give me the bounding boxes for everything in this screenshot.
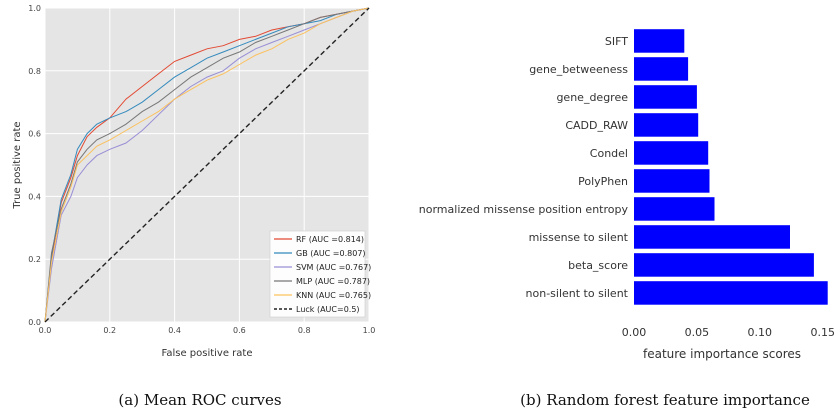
roc-y-tick-label: 1.0 bbox=[28, 4, 41, 13]
roc-series-lines bbox=[44, 7, 370, 323]
feature-x-tick-label: 0.15 bbox=[810, 326, 835, 339]
roc-legend: RF (AUC =0.814) GB (AUC =0.807) SVM (AUC… bbox=[269, 230, 371, 318]
feature-label: CADD_RAW bbox=[565, 119, 628, 132]
feature-bar bbox=[634, 169, 710, 193]
feature-bar bbox=[634, 281, 828, 305]
roc-series-line bbox=[44, 7, 370, 323]
feature-x-tick-label: 0.05 bbox=[685, 326, 710, 339]
roc-chart: 0.0 0.2 0.4 0.6 0.8 1.0 0.0 0.2 0.4 0.6 … bbox=[12, 4, 375, 359]
roc-x-tick-label: 0.4 bbox=[168, 326, 181, 335]
feature-label: Condel bbox=[590, 147, 628, 160]
roc-legend-swatches bbox=[274, 238, 292, 310]
feature-label: missense to silent bbox=[529, 231, 629, 244]
roc-y-tick-label: 0.8 bbox=[28, 67, 41, 76]
feature-x-tick-label: 0.00 bbox=[622, 326, 647, 339]
feature-bar bbox=[634, 29, 685, 53]
feature-bar bbox=[634, 85, 697, 109]
feature-label: gene_betweeness bbox=[529, 63, 628, 76]
feature-importance-chart: SIFT gene_betweeness gene_degree CADD_RA… bbox=[419, 29, 835, 361]
roc-legend-label: GB (AUC =0.807) bbox=[296, 249, 366, 258]
feature-label: gene_degree bbox=[556, 91, 628, 104]
feature-bar bbox=[634, 141, 709, 165]
roc-gridlines bbox=[44, 7, 370, 323]
feature-label: normalized missense position entropy bbox=[419, 203, 629, 216]
feature-bar bbox=[634, 225, 790, 249]
roc-legend-box bbox=[269, 230, 366, 318]
roc-legend-label: MLP (AUC =0.787) bbox=[296, 277, 370, 286]
roc-series-line bbox=[44, 7, 370, 323]
roc-x-tick-label: 0.6 bbox=[233, 326, 246, 335]
feature-bar bbox=[634, 197, 715, 221]
feature-x-axis-label: feature importance scores bbox=[643, 347, 801, 361]
roc-x-tick-label: 0.8 bbox=[298, 326, 311, 335]
feature-label: SIFT bbox=[605, 35, 628, 48]
roc-x-ticks: 0.0 0.2 0.4 0.6 0.8 1.0 bbox=[39, 326, 376, 335]
roc-legend-label: SVM (AUC =0.767) bbox=[296, 263, 371, 272]
feature-bars bbox=[634, 29, 828, 305]
feature-x-tick-label: 0.10 bbox=[748, 326, 773, 339]
caption-b: (b) Random forest feature importance bbox=[520, 391, 810, 409]
roc-y-tick-label: 0.6 bbox=[28, 130, 41, 139]
roc-y-tick-label: 0.2 bbox=[28, 255, 41, 264]
roc-series-line bbox=[44, 7, 370, 323]
feature-category-labels: SIFT gene_betweeness gene_degree CADD_RA… bbox=[419, 35, 629, 300]
roc-y-ticks: 0.0 0.2 0.4 0.6 0.8 1.0 bbox=[28, 4, 41, 327]
caption-a: (a) Mean ROC curves bbox=[118, 391, 281, 409]
feature-bar bbox=[634, 253, 814, 277]
roc-x-tick-label: 1.0 bbox=[363, 326, 376, 335]
roc-legend-label: KNN (AUC =0.765) bbox=[296, 291, 371, 300]
roc-x-tick-label: 0.2 bbox=[103, 326, 116, 335]
roc-x-axis-label: False positive rate bbox=[162, 348, 253, 359]
feature-bar bbox=[634, 113, 699, 137]
roc-legend-label: RF (AUC =0.814) bbox=[296, 235, 364, 244]
roc-legend-label: Luck (AUC=0.5) bbox=[296, 305, 360, 314]
roc-y-axis-label: True positive rate bbox=[12, 121, 23, 209]
roc-y-tick-label: 0.4 bbox=[28, 192, 41, 201]
roc-y-tick-label: 0.0 bbox=[28, 318, 41, 327]
roc-series-line bbox=[44, 7, 370, 323]
feature-label: non-silent to silent bbox=[526, 287, 629, 300]
feature-label: PolyPhen bbox=[578, 175, 628, 188]
feature-bar bbox=[634, 57, 689, 81]
roc-x-tick-label: 0.0 bbox=[39, 326, 52, 335]
feature-x-ticks: 0.00 0.05 0.10 0.15 bbox=[622, 326, 835, 339]
feature-label: beta_score bbox=[568, 259, 628, 272]
